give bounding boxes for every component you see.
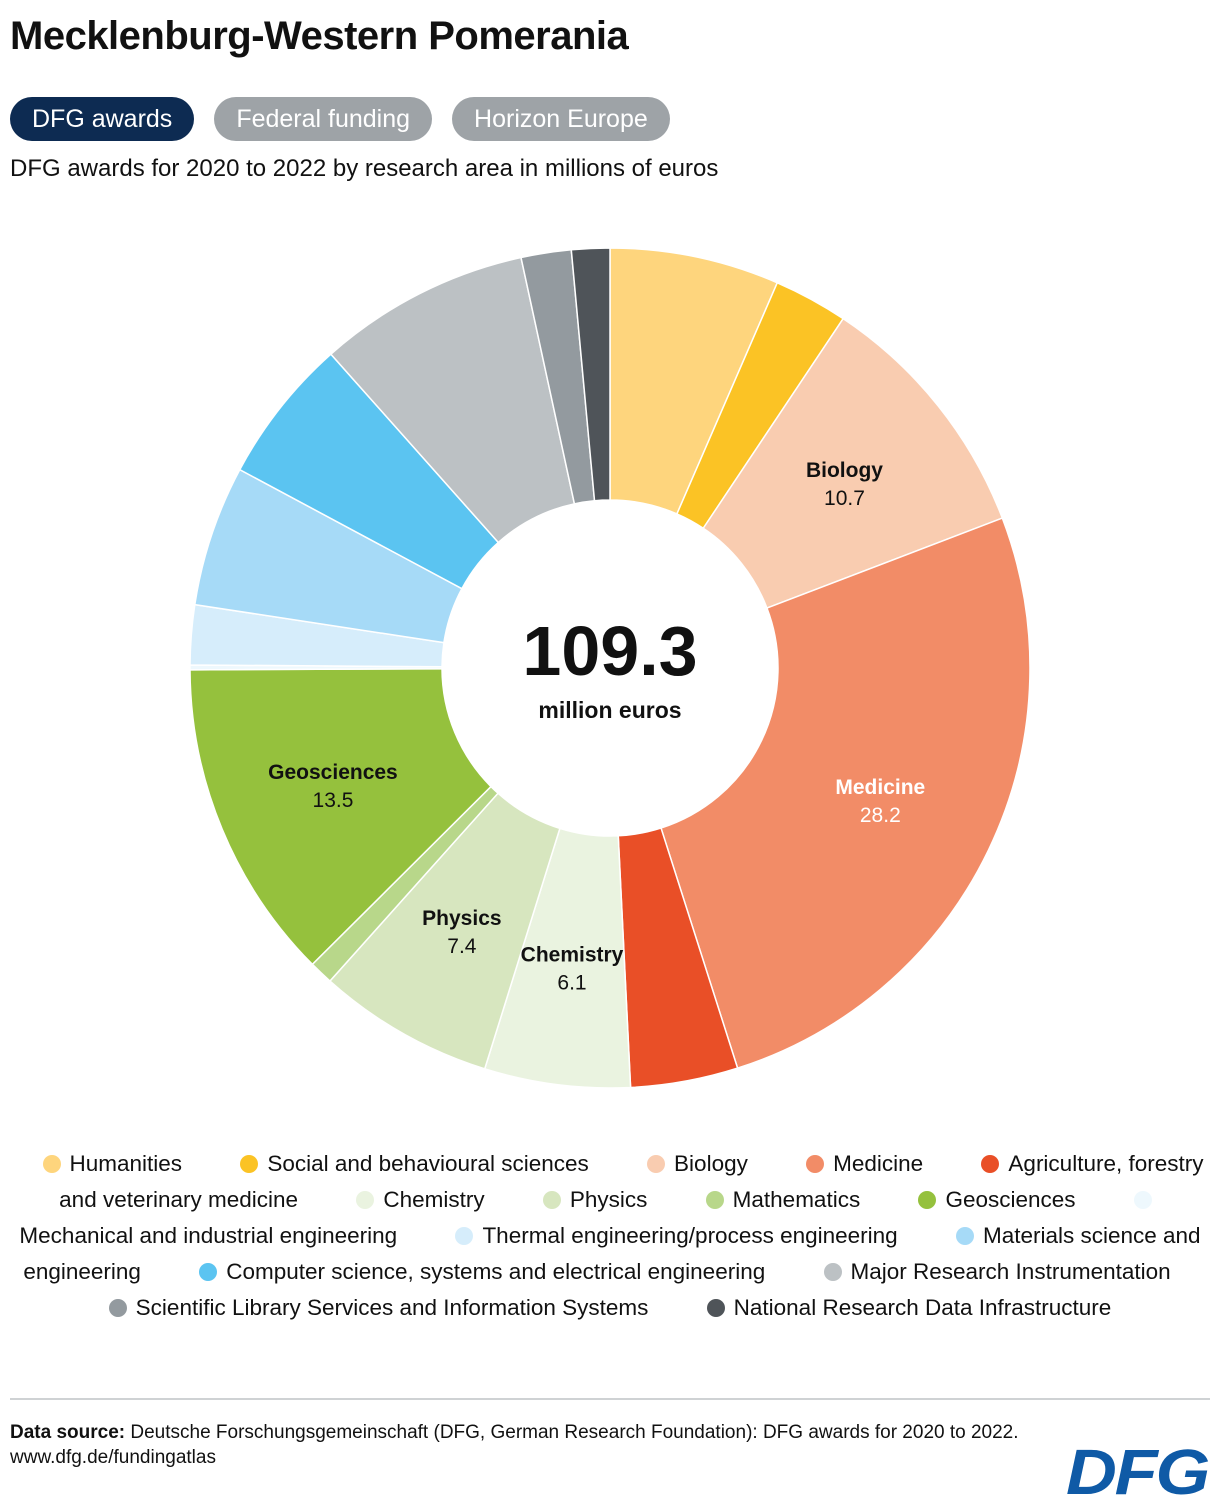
legend-label: Geosciences — [945, 1187, 1076, 1212]
legend-label: Humanities — [69, 1151, 183, 1176]
legend-item-humanities: Humanities — [42, 1151, 183, 1176]
legend-swatch — [706, 1299, 725, 1317]
legend-swatch — [823, 1263, 842, 1281]
legend-item-materials-science-and-engineering: Materials science and engineering — [23, 1223, 1200, 1284]
legend-swatch — [42, 1155, 61, 1173]
total-value: 109.3 — [522, 612, 697, 690]
legend-swatch — [918, 1191, 937, 1209]
chart-subtitle: DFG awards for 2020 to 2022 by research … — [10, 155, 719, 182]
slice-label-physics: Physics — [422, 907, 501, 930]
legend-swatch — [455, 1227, 474, 1245]
chart-legend: Humanities Social and behavioural scienc… — [10, 1146, 1210, 1326]
slice-major-research-instrumentation[interactable] — [329, 256, 576, 544]
legend-item-agriculture-forestry-and-veterinary-medicine: Agriculture, forestry and veterinary med… — [59, 1151, 1203, 1212]
slice-value-geosciences: 13.5 — [313, 789, 354, 812]
dfg-logo-text: DFG — [1066, 1444, 1208, 1498]
slice-label-biology: Biology — [806, 459, 883, 482]
legend-item-mathematics: Mathematics — [705, 1187, 861, 1212]
legend-label: Chemistry — [383, 1187, 485, 1212]
legend-swatch — [542, 1191, 561, 1209]
slice-value-biology: 10.7 — [824, 487, 865, 510]
legend-label: Computer science, systems and electrical… — [226, 1259, 766, 1284]
legend-label: National Research Data Infrastructure — [733, 1295, 1112, 1320]
slice-label-chemistry: Chemistry — [521, 944, 624, 967]
legend-label: Physics — [569, 1187, 648, 1212]
legend-item-national-research-data-infrastructure: National Research Data Infrastructure — [706, 1295, 1112, 1320]
tab-horizon-europe[interactable]: Horizon Europe — [452, 97, 670, 141]
legend-label: Scientific Library Services and Informat… — [135, 1295, 649, 1320]
legend-item-thermal-engineering-process-engineering: Thermal engineering/process engineering — [455, 1223, 898, 1248]
legend-swatch — [240, 1155, 259, 1173]
donut-chart: Biology 10.7 Medicine 28.2 Chemistry 6.1 Physi… — [189, 247, 1031, 1089]
source-label: Data source: — [10, 1422, 126, 1443]
dfg-logo: DFG — [1066, 1444, 1210, 1498]
total-unit: million euros — [538, 697, 681, 723]
slice-value-chemistry: 6.1 — [557, 972, 586, 995]
slice-value-physics: 7.4 — [447, 935, 477, 958]
slice-label-geosciences: Geosciences — [268, 761, 398, 784]
legend-swatch — [1133, 1191, 1152, 1209]
legend-label: Biology — [674, 1151, 748, 1176]
legend-label: Medicine — [833, 1151, 924, 1176]
page-title: Mecklenburg-Western Pomerania — [10, 14, 629, 58]
legend-swatch — [955, 1227, 974, 1245]
legend-item-computer-science-systems-and-electrical-engineering: Computer science, systems and electrical… — [199, 1259, 765, 1284]
legend-item-chemistry: Chemistry — [356, 1187, 485, 1212]
legend-item-social-and-behavioural-sciences: Social and behavioural sciences — [240, 1151, 589, 1176]
funding-type-tabs: DFG awards Federal funding Horizon Europ… — [10, 97, 670, 141]
slice-geosciences[interactable] — [189, 667, 493, 966]
legend-item-medicine: Medicine — [806, 1151, 923, 1176]
legend-swatch — [647, 1155, 666, 1173]
legend-label: Mathematics — [732, 1187, 861, 1212]
legend-label: Thermal engineering/process engineering — [482, 1223, 898, 1248]
legend-item-major-research-instrumentation: Major Research Instrumentation — [823, 1259, 1171, 1284]
data-source: Data source: Deutsche Forschungsgemeinsc… — [10, 1420, 1040, 1470]
legend-swatch — [806, 1155, 825, 1173]
legend-item-biology: Biology — [647, 1151, 748, 1176]
legend-item-scientific-library-services-and-information-systems: Scientific Library Services and Informat… — [108, 1295, 649, 1320]
legend-swatch — [981, 1155, 1000, 1173]
divider — [10, 1398, 1210, 1400]
legend-label: Mechanical and industrial engineering — [19, 1223, 398, 1248]
legend-swatch — [108, 1299, 127, 1317]
legend-label: Materials science and engineering — [23, 1223, 1201, 1284]
legend-item-mechanical-and-industrial-engineering: Mechanical and industrial engineering — [19, 1187, 1160, 1248]
legend-swatch — [705, 1191, 724, 1209]
slice-national-research-data-infrastructure[interactable] — [570, 247, 611, 502]
slice-medicine[interactable] — [660, 517, 1031, 1070]
legend-label: Social and behavioural sciences — [267, 1151, 589, 1176]
legend-item-physics: Physics — [542, 1187, 648, 1212]
source-url[interactable]: www.dfg.de/fundingatlas — [10, 1447, 216, 1468]
legend-swatch — [199, 1263, 218, 1281]
legend-label: Agriculture, forestry and veterinary med… — [59, 1151, 1204, 1212]
legend-swatch — [356, 1191, 375, 1209]
legend-label: Major Research Instrumentation — [850, 1259, 1171, 1284]
source-text: Deutsche Forschungsgemeinschaft (DFG, Ge… — [130, 1422, 1019, 1443]
slice-value-medicine: 28.2 — [860, 804, 901, 827]
slice-biology[interactable] — [702, 317, 1004, 610]
tab-dfg-awards[interactable]: DFG awards — [10, 97, 195, 141]
tab-federal-funding[interactable]: Federal funding — [214, 97, 433, 141]
legend-item-geosciences: Geosciences — [918, 1187, 1076, 1212]
slice-label-medicine: Medicine — [835, 776, 925, 799]
